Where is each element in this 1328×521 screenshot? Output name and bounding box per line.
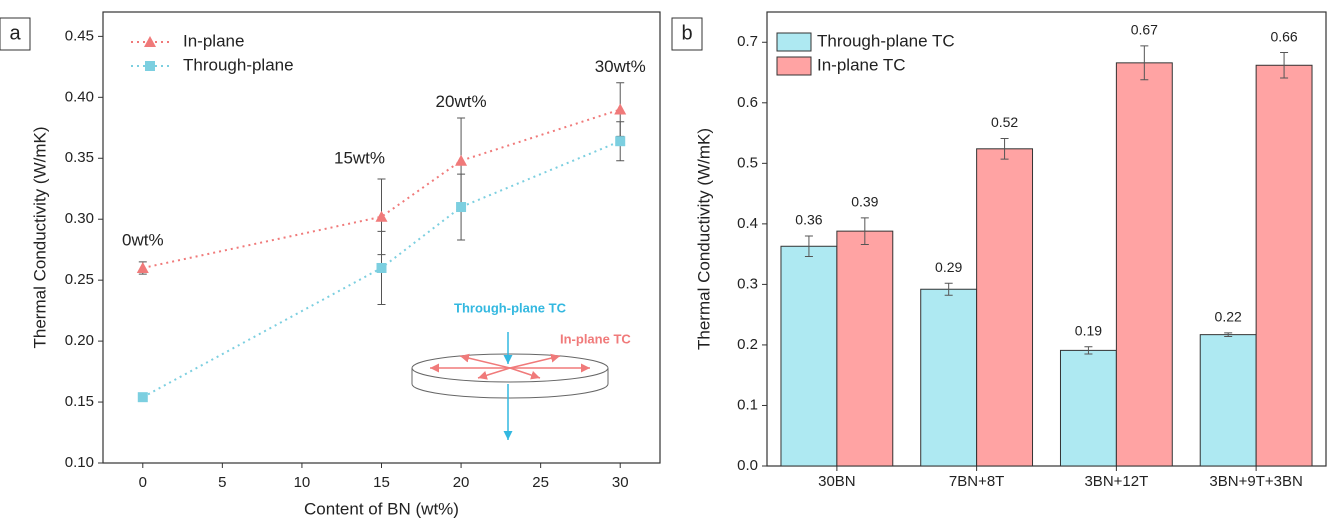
plot-frame (766, 11, 1327, 467)
y-tick-label: 0.20 (65, 332, 94, 349)
legend-label: In-plane TC (817, 55, 906, 74)
annotation: 20wt% (436, 92, 487, 111)
annotation: 15wt% (334, 148, 385, 167)
value-label: 0.52 (991, 114, 1018, 130)
value-label: 0.36 (795, 212, 822, 228)
inset-label: Through-plane TC (454, 300, 567, 315)
legend-swatch (776, 56, 812, 76)
panel-label: a (9, 22, 21, 44)
x-tick-label: 20 (453, 474, 470, 491)
bar (780, 245, 838, 467)
x-tick-label: 10 (294, 474, 311, 491)
point (615, 136, 626, 147)
y-axis-label: Thermal Conductivity (W/mK) (30, 127, 49, 349)
error-bar (1140, 45, 1149, 81)
y-tick-label: 0.30 (65, 210, 94, 227)
x-tick-label: 30BN (818, 473, 856, 490)
x-axis-label: Content of BN (wt%) (304, 499, 459, 518)
inset-diagram: Through-plane TC In-plane TC (411, 300, 631, 440)
bar (920, 288, 978, 467)
bar (1255, 64, 1313, 467)
value-label: 0.39 (851, 194, 878, 210)
value-label: 0.29 (935, 259, 962, 275)
value-label: 0.19 (1075, 322, 1102, 338)
y-tick-label: 0.6 (737, 94, 758, 111)
y-tick-label: 0.15 (65, 393, 94, 410)
annotation: 30wt% (595, 57, 646, 76)
bar (836, 230, 894, 467)
point (137, 392, 148, 403)
point (614, 103, 627, 115)
x-tick-label: 3BN+9T+3BN (1209, 473, 1302, 490)
y-tick-label: 0.35 (65, 149, 94, 166)
error-bar (1280, 52, 1289, 79)
point (145, 61, 155, 71)
error-bar (1224, 332, 1233, 337)
bar (976, 148, 1034, 467)
series-line (142, 140, 621, 399)
x-tick-label: 0 (139, 474, 147, 491)
legend-label: Through-plane (183, 55, 294, 74)
error-bar (1000, 138, 1009, 160)
y-tick-label: 0.5 (737, 154, 758, 171)
value-label: 0.66 (1270, 28, 1297, 44)
chart-panel: a 0.10 0.15 0.20 0.25 0.30 0.35 0.40 0.45 Thermal… (0, 11, 661, 518)
x-tick-label: 5 (218, 474, 226, 491)
point (456, 202, 467, 213)
y-tick-label: 0.10 (65, 454, 94, 471)
point (455, 154, 468, 166)
y-tick-label: 0.7 (737, 33, 758, 50)
x-tick-label: 3BN+12T (1084, 473, 1148, 490)
point (376, 262, 387, 273)
bar (1115, 62, 1173, 467)
point (136, 261, 149, 273)
y-tick-label: 0.45 (65, 27, 94, 44)
y-tick-label: 0.40 (65, 88, 94, 105)
bar (1059, 349, 1117, 467)
legend-label: In-plane (183, 31, 244, 50)
y-tick-label: 0.25 (65, 271, 94, 288)
x-tick-label: 7BN+8T (949, 473, 1004, 490)
panel-label: b (681, 22, 692, 44)
legend-swatch (776, 32, 812, 52)
point (375, 210, 388, 222)
point (144, 36, 156, 47)
error-bar (860, 217, 869, 245)
x-tick-label: 15 (373, 474, 390, 491)
y-tick-label: 0.1 (737, 396, 758, 413)
value-label: 0.67 (1131, 22, 1158, 38)
value-label: 0.22 (1215, 309, 1242, 325)
x-tick-label: 25 (532, 474, 549, 491)
error-bar (804, 235, 813, 258)
error-bar (944, 282, 953, 296)
panel-label-box (0, 17, 31, 51)
panel-label-box (671, 17, 703, 51)
y-tick-label: 0.3 (737, 275, 758, 292)
y-axis-label: Thermal Conductivity (W/mK) (694, 128, 713, 350)
chart-panel: b 0.0 0.1 0.2 0.3 0.4 0.5 0.6 0.7 Thermal Conduct… (671, 11, 1327, 490)
y-tick-label: 0.4 (737, 215, 758, 232)
inset-label: In-plane TC (560, 331, 631, 346)
bar (1199, 334, 1257, 467)
y-tick-label: 0.2 (737, 336, 758, 353)
y-tick-label: 0.0 (737, 457, 758, 474)
x-tick-label: 30 (612, 474, 629, 491)
error-bar (1084, 346, 1093, 355)
annotation: 0wt% (122, 230, 164, 249)
legend-label: Through-plane TC (817, 31, 955, 50)
